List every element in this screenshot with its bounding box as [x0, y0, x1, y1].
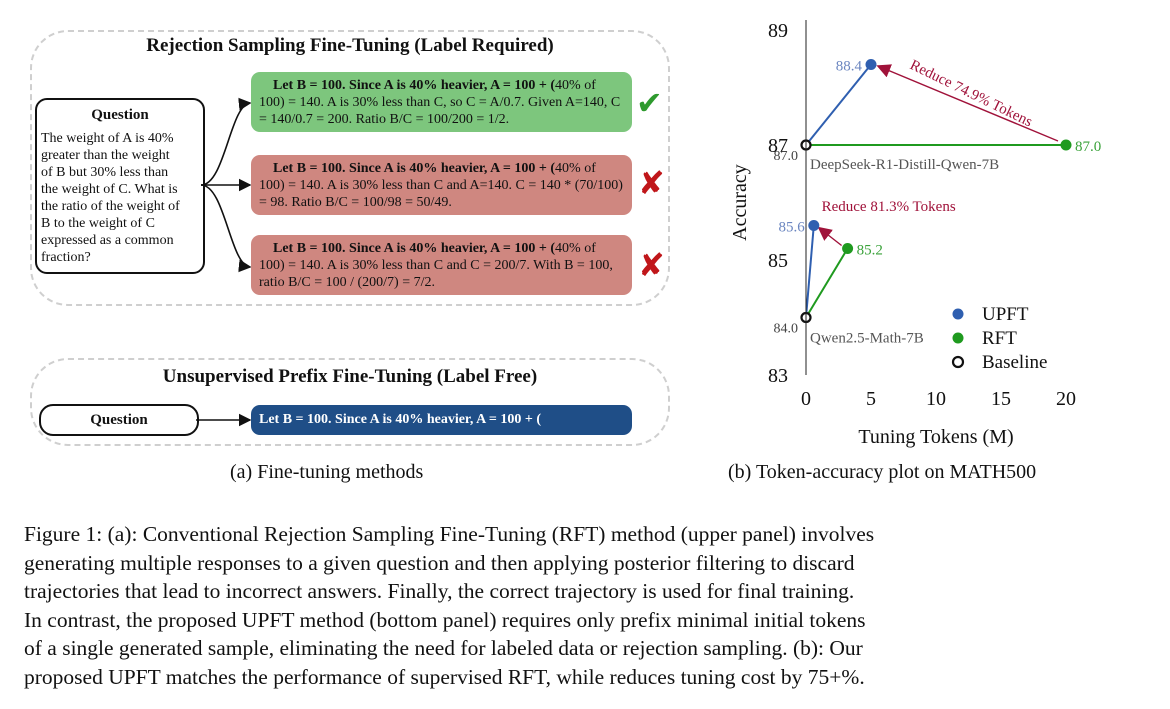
upft-prefix-text: Let B = 100. Since A is 40% heavier, A =… [259, 412, 542, 427]
checkmark-icon: ✔ [636, 84, 663, 122]
response-prefix: Let B = 100. Since A is 40% heavier, A =… [273, 78, 556, 93]
legend-label: RFT [982, 328, 1017, 349]
legend-label: UPFT [982, 304, 1029, 325]
x-tick-label: 5 [866, 388, 876, 410]
upft-line-deepseek [805, 63, 872, 146]
upft-panel [30, 358, 670, 446]
subcaption-a: (a) Fine-tuning methods [230, 461, 424, 483]
caption-line: In contrast, the proposed UPFT method (b… [24, 607, 866, 632]
branch-arrows [200, 97, 252, 273]
y-tick-label: 89 [768, 20, 788, 42]
legend-marker [951, 355, 965, 369]
upft-point-label: 85.6 [779, 220, 806, 236]
question-line: expressed as a common [41, 233, 174, 248]
response-correct: Let B = 100. Since A is 40% heavier, A =… [251, 72, 632, 132]
caption-line: generating multiple responses to a given… [24, 550, 855, 575]
upft-question-box: Question [39, 404, 199, 436]
annotation-reduce-81: Reduce 81.3% Tokens [822, 199, 956, 215]
cross-icon: ✘ [638, 246, 665, 284]
cross-icon: ✘ [638, 164, 665, 202]
upft-panel-title: Unsupervised Prefix Fine-Tuning (Label F… [162, 366, 538, 387]
question-line: greater than the weight [41, 148, 170, 163]
question-title: Question [91, 107, 149, 123]
question-line: fraction? [41, 250, 91, 265]
rft-panel [30, 30, 670, 306]
upft-prefix-response: Let B = 100. Since A is 40% heavier, A =… [251, 405, 632, 435]
rft-point-label: 87.0 [1075, 139, 1101, 155]
token-accuracy-chart: 83 85 87 89 0 5 10 15 20 Tuning Tokens (M) Accurac… [729, 20, 1101, 448]
response-line1-rest: 40% [555, 161, 581, 176]
response-line1-rest: 40% [555, 241, 581, 256]
caption-line: Figure 1: (a): Conventional Rejection Sa… [24, 522, 875, 546]
question-line: B to the weight of C [41, 216, 155, 231]
upft-point-label: 88.4 [836, 59, 863, 75]
upft-point [808, 220, 820, 231]
caption-line: trajectories that lead to incorrect answ… [24, 579, 855, 603]
response-incorrect: Let B = 100. Since A is 40% heavier, A =… [251, 235, 632, 295]
upft-arrow [196, 413, 252, 427]
x-tick-label: 0 [801, 388, 811, 410]
question-line: the weight of C. What is [41, 182, 178, 197]
baseline-point-label: 84.0 [774, 322, 799, 337]
response-text: of 100) = 140. A is 30% less than C, so … [259, 78, 621, 127]
reduce-arrow-qwen [817, 226, 843, 247]
legend-marker [952, 332, 964, 344]
model-label-qwen: Qwen2.5-Math-7B [810, 331, 924, 347]
baseline-point-label: 87.0 [774, 149, 799, 164]
model-label-deepseek: DeepSeek-R1-Distill-Qwen-7B [810, 157, 999, 173]
question-box: Question The weight of A is 40% greater … [35, 98, 205, 274]
x-axis-label: Tuning Tokens (M) [858, 426, 1013, 448]
question-line: The weight of A is 40% [41, 131, 174, 146]
y-axis-label: Accuracy [729, 164, 751, 241]
question-line: of B but 30% less than [41, 165, 169, 180]
response-line1-rest: 40% [555, 78, 581, 93]
y-tick-label: 87 [768, 135, 788, 157]
x-tick-label: 20 [1056, 388, 1076, 410]
figure-caption: Figure 1: (a): Conventional Rejection Sa… [24, 520, 1148, 691]
rft-line-qwen [805, 247, 849, 319]
x-tick-label: 10 [926, 388, 946, 410]
response-text: of 100) = 140. A is 30% less than C and … [259, 161, 623, 210]
question-text: The weight of A is 40% greater than the … [37, 130, 203, 266]
upft-line-qwen [805, 225, 815, 318]
rft-point [842, 243, 854, 254]
response-incorrect: Let B = 100. Since A is 40% heavier, A =… [251, 155, 632, 215]
response-prefix: Let B = 100. Since A is 40% heavier, A =… [273, 161, 556, 176]
upft-point [865, 59, 877, 70]
question-line: the ratio of the weight of [41, 199, 180, 214]
rft-point [1060, 139, 1072, 151]
caption-line: of a single generated sample, eliminatin… [24, 636, 863, 660]
response-prefix: Let B = 100. Since A is 40% heavier, A =… [273, 241, 556, 256]
y-tick-label: 85 [768, 250, 788, 272]
upft-question-title: Question [90, 412, 148, 428]
x-tick-label: 15 [991, 388, 1011, 410]
rft-panel-title: Rejection Sampling Fine-Tuning (Label Re… [146, 35, 554, 56]
annotation-reduce-74: Reduce 74.9% Tokens [907, 57, 1035, 130]
subcaption-b: (b) Token-accuracy plot on MATH500 [728, 461, 1037, 483]
rft-point-label: 85.2 [857, 243, 883, 259]
reduce-arrow-deepseek [876, 64, 1059, 142]
legend-label: Baseline [982, 352, 1047, 373]
caption-line: proposed UPFT matches the performance of… [24, 664, 865, 689]
y-tick-label: 83 [768, 365, 788, 387]
response-text: of 100) = 140. A is 30% less than C and … [259, 241, 613, 290]
legend-marker [952, 308, 964, 320]
